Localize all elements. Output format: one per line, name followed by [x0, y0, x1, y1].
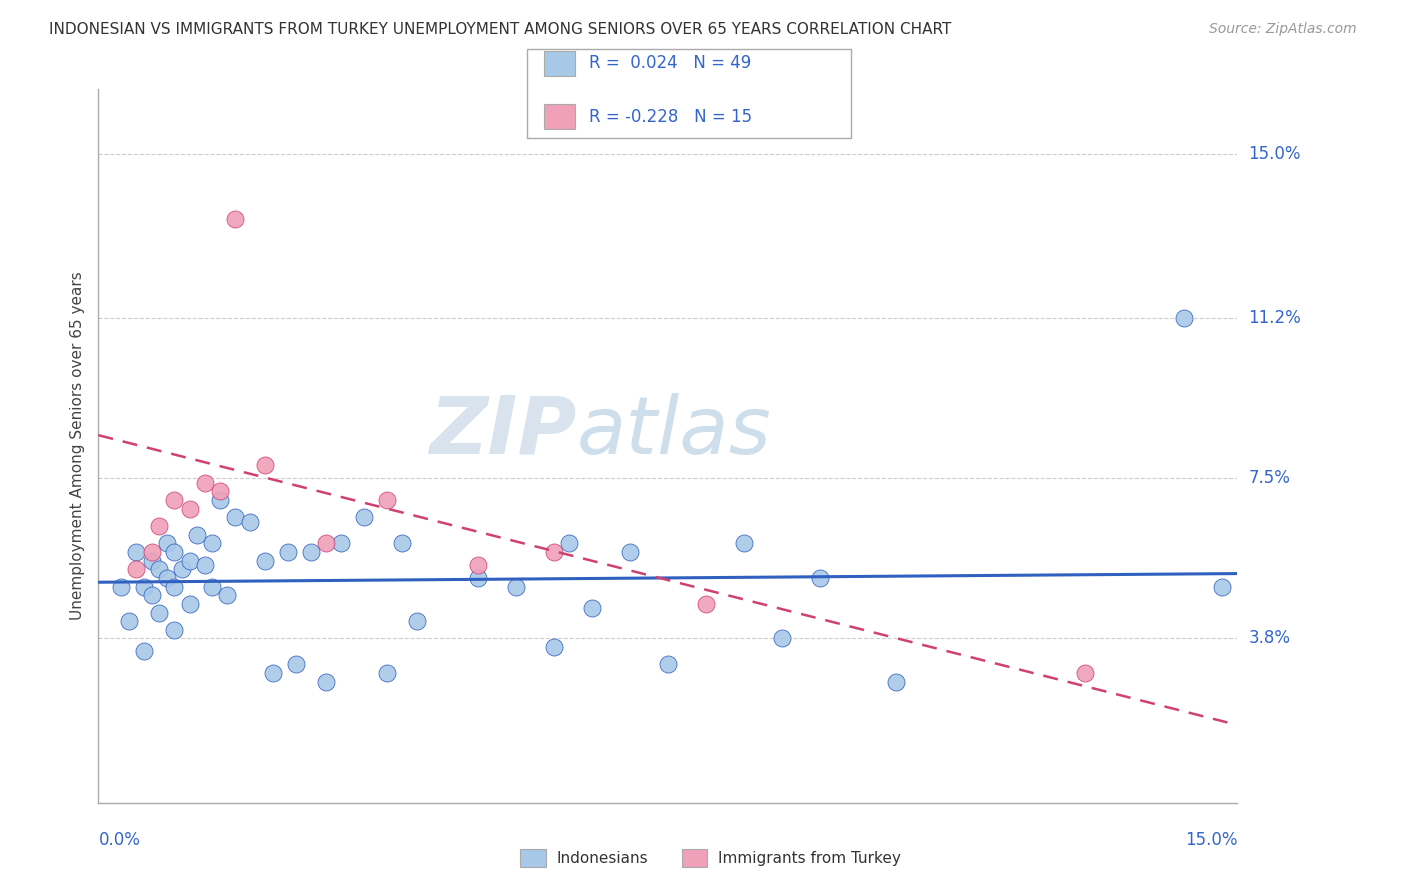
Point — [808, 571, 831, 585]
Point — [110, 580, 132, 594]
Text: 7.5%: 7.5% — [1249, 469, 1291, 487]
Point — [132, 644, 155, 658]
Point — [163, 493, 186, 508]
Text: Source: ZipAtlas.com: Source: ZipAtlas.com — [1209, 22, 1357, 37]
Point — [543, 545, 565, 559]
Point — [217, 588, 239, 602]
Point — [467, 558, 489, 572]
Point — [657, 657, 679, 672]
Point — [148, 562, 170, 576]
Point — [1211, 580, 1233, 594]
Text: R = -0.228   N = 15: R = -0.228 N = 15 — [589, 108, 752, 126]
Point — [375, 493, 398, 508]
Text: Indonesians: Indonesians — [557, 851, 648, 865]
Y-axis label: Unemployment Among Seniors over 65 years: Unemployment Among Seniors over 65 years — [69, 272, 84, 620]
Point — [170, 562, 193, 576]
Point — [467, 571, 489, 585]
Point — [543, 640, 565, 654]
Point — [141, 588, 163, 602]
Text: R =  0.024   N = 49: R = 0.024 N = 49 — [589, 54, 751, 72]
Point — [156, 571, 179, 585]
Point — [581, 601, 603, 615]
Point — [375, 666, 398, 681]
Point — [884, 674, 907, 689]
Point — [156, 536, 179, 550]
Text: 15.0%: 15.0% — [1249, 145, 1301, 163]
Point — [1173, 311, 1195, 326]
Point — [315, 674, 337, 689]
Point — [505, 580, 527, 594]
Text: 3.8%: 3.8% — [1249, 630, 1291, 648]
Point — [148, 519, 170, 533]
Point — [558, 536, 581, 550]
Point — [208, 484, 231, 499]
Point — [132, 580, 155, 594]
Point — [179, 501, 201, 516]
Text: 15.0%: 15.0% — [1185, 831, 1237, 849]
Point — [186, 527, 208, 541]
Text: atlas: atlas — [576, 392, 772, 471]
Point — [179, 553, 201, 567]
Point — [284, 657, 307, 672]
Point — [254, 458, 277, 473]
Point — [406, 614, 429, 628]
Point — [224, 510, 246, 524]
Point — [194, 558, 217, 572]
Point — [163, 623, 186, 637]
Point — [299, 545, 322, 559]
Point — [141, 553, 163, 567]
Text: INDONESIAN VS IMMIGRANTS FROM TURKEY UNEMPLOYMENT AMONG SENIORS OVER 65 YEARS CO: INDONESIAN VS IMMIGRANTS FROM TURKEY UNE… — [49, 22, 952, 37]
Point — [391, 536, 413, 550]
Point — [163, 580, 186, 594]
Point — [125, 545, 148, 559]
Point — [262, 666, 284, 681]
Point — [201, 536, 224, 550]
Point — [201, 580, 224, 594]
Point — [141, 545, 163, 559]
Point — [148, 606, 170, 620]
Point — [194, 475, 217, 490]
Text: Immigrants from Turkey: Immigrants from Turkey — [718, 851, 901, 865]
Point — [770, 632, 793, 646]
Point — [118, 614, 141, 628]
Point — [619, 545, 641, 559]
Point — [163, 545, 186, 559]
Point — [224, 211, 246, 226]
Point — [179, 597, 201, 611]
Point — [208, 493, 231, 508]
Point — [125, 562, 148, 576]
Point — [733, 536, 755, 550]
Text: 11.2%: 11.2% — [1249, 310, 1301, 327]
Point — [330, 536, 353, 550]
Point — [239, 515, 262, 529]
Text: 0.0%: 0.0% — [98, 831, 141, 849]
Text: ZIP: ZIP — [429, 392, 576, 471]
Point — [353, 510, 375, 524]
Point — [695, 597, 717, 611]
Point — [1074, 666, 1097, 681]
Point — [315, 536, 337, 550]
Point — [277, 545, 299, 559]
Point — [254, 553, 277, 567]
